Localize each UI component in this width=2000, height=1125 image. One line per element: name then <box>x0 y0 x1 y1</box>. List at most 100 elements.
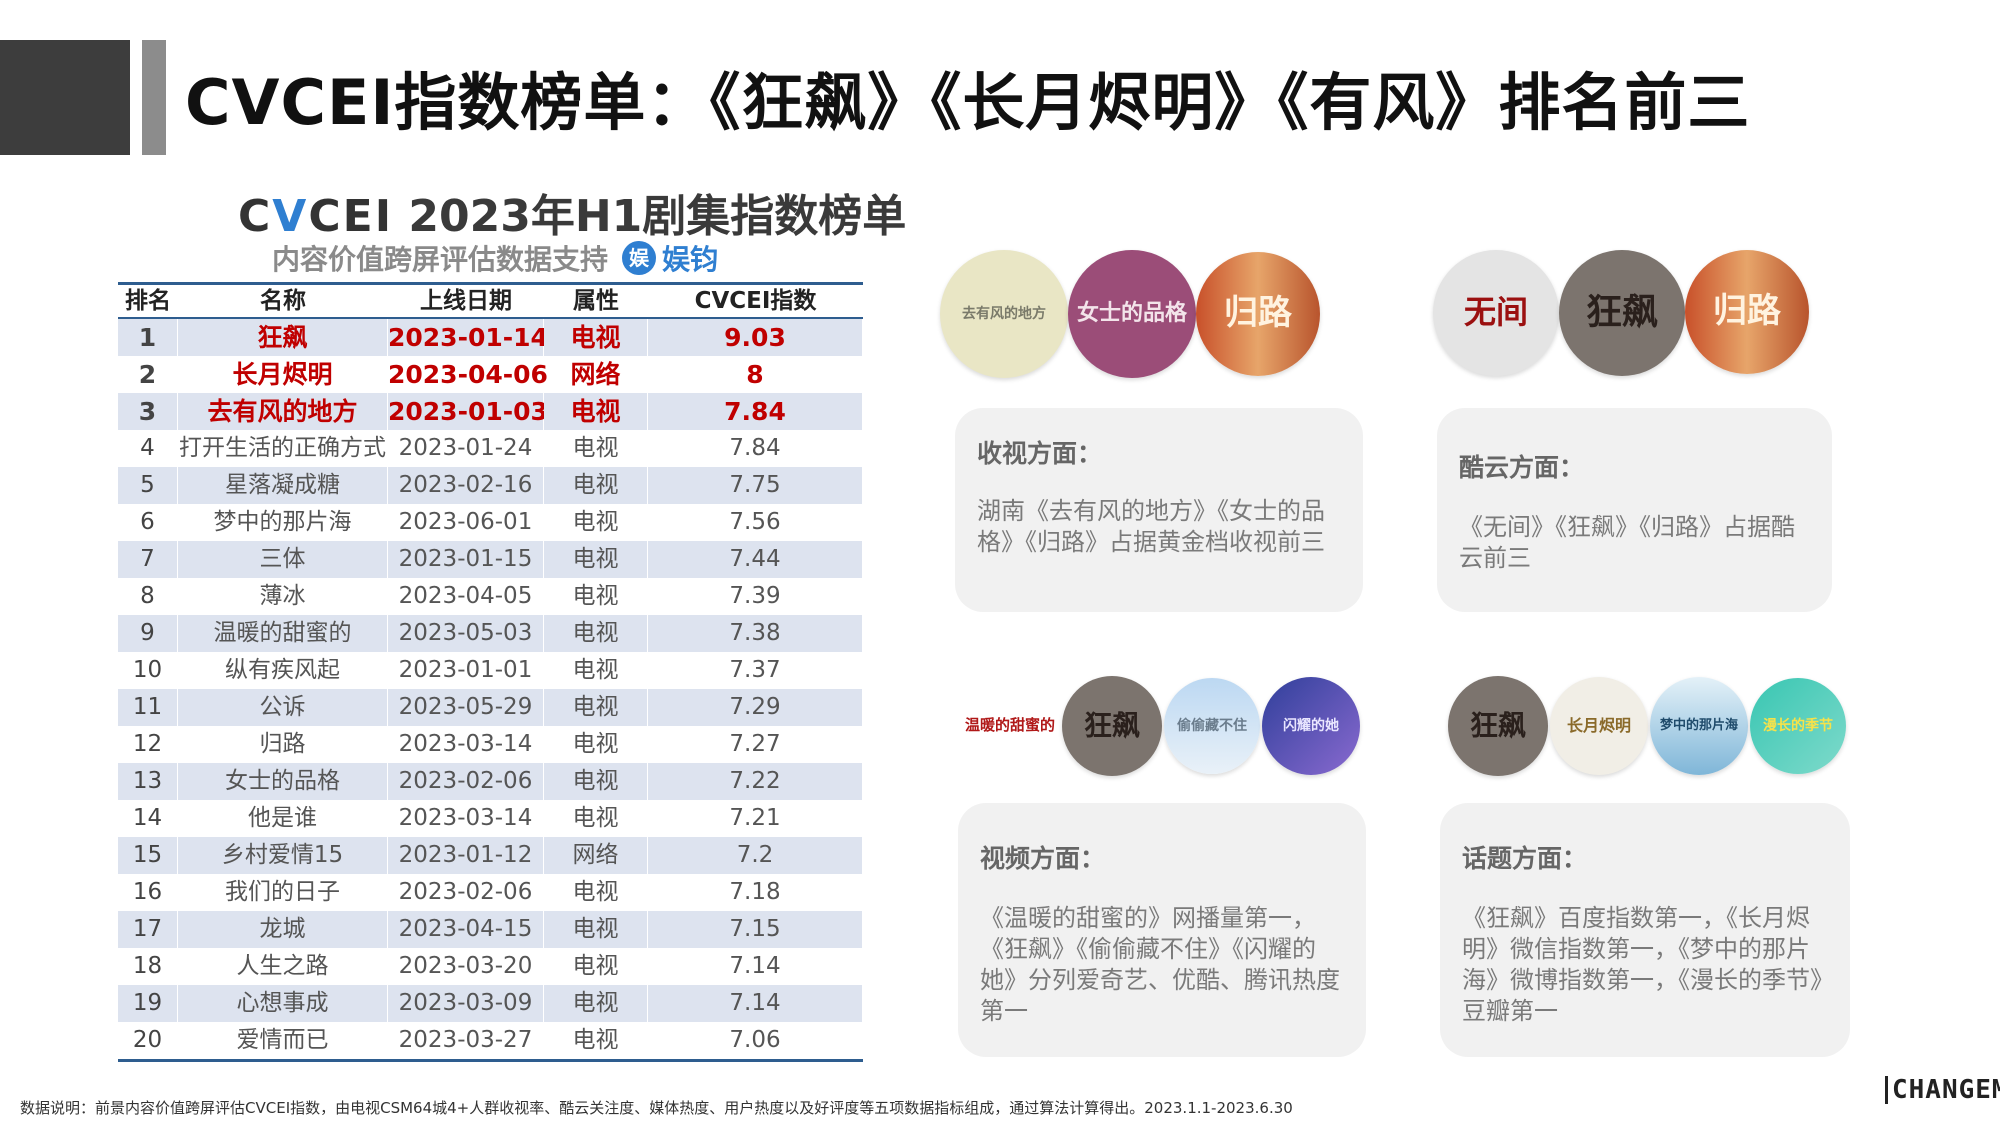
rank-cell: 5 <box>118 467 178 504</box>
index-cell: 7.39 <box>648 578 863 615</box>
rank-cell: 9 <box>118 615 178 652</box>
name-cell: 梦中的那片海 <box>178 504 388 541</box>
header-dark-block <box>0 40 130 155</box>
name-cell: 温暖的甜蜜的 <box>178 615 388 652</box>
type-cell: 电视 <box>544 541 648 578</box>
date-cell: 2023-05-29 <box>388 689 544 726</box>
rank-cell: 17 <box>118 911 178 948</box>
poster-thumb: 女士的品格 <box>1068 250 1196 378</box>
poster-thumb: 偷偷藏不住 <box>1164 678 1260 774</box>
date-cell: 2023-03-14 <box>388 800 544 837</box>
table-row: 1 狂飙 2023-01-14 电视 9.03 <box>118 319 863 356</box>
rank-cell: 14 <box>118 800 178 837</box>
ratings-thumbs: 去有风的地方 女士的品格 归路 <box>940 250 1320 378</box>
name-cell: 长月烬明 <box>178 356 388 393</box>
poster-thumb: 狂飙 <box>1062 676 1162 776</box>
table-row: 8 薄冰 2023-04-05 电视 7.39 <box>118 578 863 615</box>
footnote: 数据说明：前景内容价值跨屏评估CVCEI指数，由电视CSM64城4+人群收视率、… <box>20 1099 1293 1117</box>
card-body: 《狂飙》百度指数第一，《长月烬明》微信指数第一，《梦中的那片海》微博指数第一，《… <box>1462 904 1822 1025</box>
rank-cell: 7 <box>118 541 178 578</box>
poster-thumb: 闪耀的她 <box>1262 677 1360 775</box>
poster-thumb: 梦中的那片海 <box>1650 677 1748 775</box>
type-cell: 网络 <box>544 356 648 393</box>
index-cell: 9.03 <box>648 319 863 356</box>
date-cell: 2023-03-27 <box>388 1022 544 1059</box>
index-cell: 7.14 <box>648 985 863 1022</box>
index-cell: 7.84 <box>648 393 863 430</box>
index-cell: 7.38 <box>648 615 863 652</box>
type-cell: 电视 <box>544 948 648 985</box>
index-cell: 7.29 <box>648 689 863 726</box>
type-cell: 电视 <box>544 615 648 652</box>
date-cell: 2023-02-16 <box>388 467 544 504</box>
table-row: 17 龙城 2023-04-15 电视 7.15 <box>118 911 863 948</box>
poster-thumb: 归路 <box>1685 250 1809 374</box>
type-cell: 电视 <box>544 652 648 689</box>
card-heading: 酷云方面： <box>1459 453 1585 482</box>
rank-cell: 2 <box>118 356 178 393</box>
name-cell: 爱情而已 <box>178 1022 388 1059</box>
header-type: 属性 <box>573 288 619 314</box>
type-cell: 网络 <box>544 837 648 874</box>
type-cell: 电视 <box>544 430 648 467</box>
date-cell: 2023-01-03 <box>388 393 548 430</box>
type-cell: 电视 <box>544 578 648 615</box>
card-body: 《温暖的甜蜜的》网播量第一，《狂飙》《偷偷藏不住》《闪耀的她》分列爱奇艺、优酷、… <box>980 904 1340 1025</box>
date-cell: 2023-02-06 <box>388 763 544 800</box>
ranking-table: 排名 名称 上线日期 属性 CVCEI指数 1 狂飙 2023-01-14 电视 9.0… <box>118 282 863 1062</box>
rank-cell: 1 <box>118 319 178 356</box>
rank-cell: 6 <box>118 504 178 541</box>
header-accent-bar <box>142 40 166 155</box>
rank-cell: 15 <box>118 837 178 874</box>
poster-thumb: 去有风的地方 <box>940 250 1068 378</box>
date-cell: 2023-03-20 <box>388 948 544 985</box>
rank-cell: 19 <box>118 985 178 1022</box>
table-row: 7 三体 2023-01-15 电视 7.44 <box>118 541 863 578</box>
date-cell: 2023-03-09 <box>388 985 544 1022</box>
name-cell: 公诉 <box>178 689 388 726</box>
index-cell: 7.84 <box>648 430 863 467</box>
index-cell: 7.18 <box>648 874 863 911</box>
date-cell: 2023-04-15 <box>388 911 544 948</box>
date-cell: 2023-01-12 <box>388 837 544 874</box>
index-cell: 7.15 <box>648 911 863 948</box>
date-cell: 2023-01-24 <box>388 430 544 467</box>
video-card: 视频方面： 《温暖的甜蜜的》网播量第一，《狂飙》《偷偷藏不住》《闪耀的她》分列爱… <box>958 803 1366 1057</box>
rank-cell: 16 <box>118 874 178 911</box>
table-row: 12 归路 2023-03-14 电视 7.27 <box>118 726 863 763</box>
table-title-text: 2023年H1剧集指数榜单 <box>393 191 907 242</box>
index-cell: 7.37 <box>648 652 863 689</box>
table-subtitle: 内容价值跨屏评估数据支持 娱 娱钧 <box>272 238 718 278</box>
date-cell: 2023-04-05 <box>388 578 544 615</box>
date-cell: 2023-04-06 <box>388 356 548 393</box>
index-cell: 7.06 <box>648 1022 863 1059</box>
header-index: CVCEI指数 <box>694 288 817 314</box>
poster-thumb: 狂飙 <box>1559 250 1685 376</box>
cvcei-logo: CVCEI <box>238 191 394 242</box>
card-body: 《无间》《狂飙》《归路》占据酷云前三 <box>1459 513 1795 572</box>
table-row: 10 纵有疾风起 2023-01-01 电视 7.37 <box>118 652 863 689</box>
table-subtitle-text: 内容价值跨屏评估数据支持 <box>272 243 609 276</box>
name-cell: 我们的日子 <box>178 874 388 911</box>
name-cell: 他是谁 <box>178 800 388 837</box>
partner-logo-icon: 娱 <box>622 241 657 275</box>
rank-cell: 3 <box>118 393 178 430</box>
type-cell: 电视 <box>544 689 648 726</box>
rank-cell: 11 <box>118 689 178 726</box>
brand-logo: CHANGEMO <box>1885 1076 2000 1104</box>
type-cell: 电视 <box>544 763 648 800</box>
rank-cell: 12 <box>118 726 178 763</box>
header-rank: 排名 <box>125 288 171 314</box>
type-cell: 电视 <box>544 1022 648 1059</box>
name-cell: 女士的品格 <box>178 763 388 800</box>
date-cell: 2023-03-14 <box>388 726 544 763</box>
index-cell: 7.75 <box>648 467 863 504</box>
card-body: 湖南《去有风的地方》《女士的品格》《归路》占据黄金档收视前三 <box>977 497 1325 556</box>
type-cell: 电视 <box>544 726 648 763</box>
topic-card: 话题方面： 《狂飙》百度指数第一，《长月烬明》微信指数第一，《梦中的那片海》微博… <box>1440 803 1850 1057</box>
type-cell: 电视 <box>544 319 648 356</box>
table-row: 13 女士的品格 2023-02-06 电视 7.22 <box>118 763 863 800</box>
table-row: 9 温暖的甜蜜的 2023-05-03 电视 7.38 <box>118 615 863 652</box>
index-cell: 8 <box>648 356 863 393</box>
type-cell: 电视 <box>544 911 648 948</box>
